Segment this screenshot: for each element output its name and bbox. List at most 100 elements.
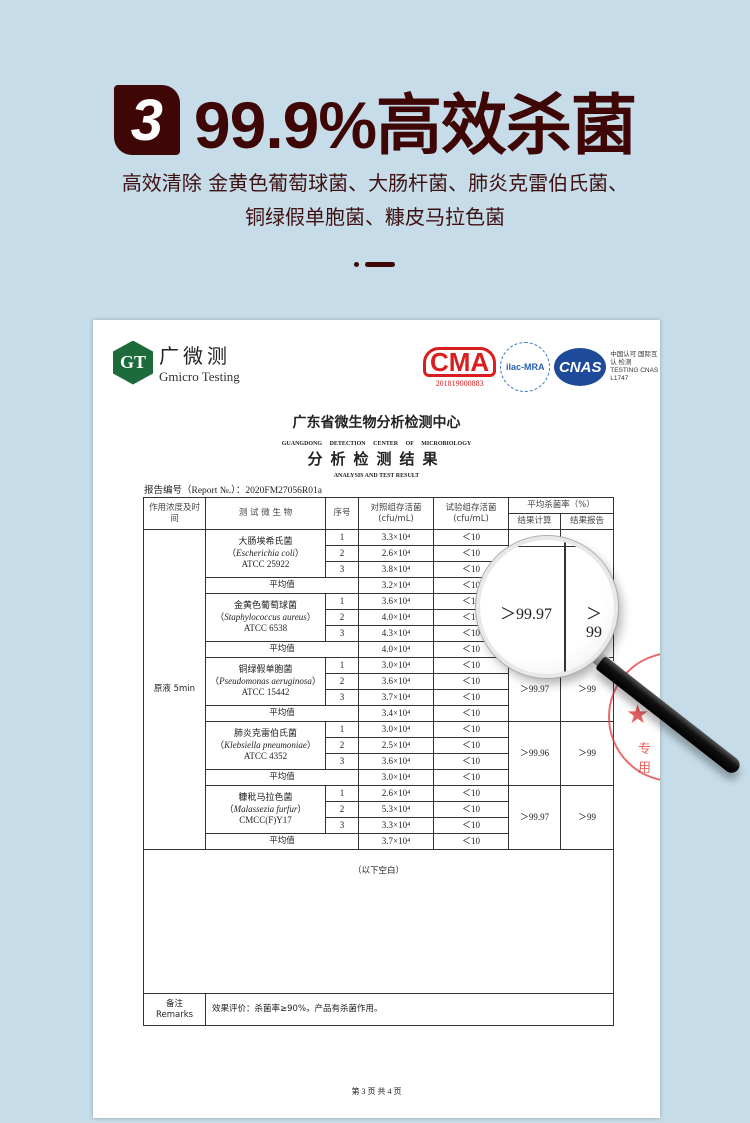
report-title-cn: 分析检测结果	[307, 450, 446, 468]
remarks-label-en: Remarks	[155, 1009, 194, 1020]
average-label: 平均值	[205, 833, 359, 850]
control-count-cell: 3.3×10⁴	[358, 529, 434, 546]
control-count-cell: 4.0×10⁴	[358, 609, 434, 626]
microbe-cell: 大肠埃希氏菌 （Escherichia coli） ATCC 25922	[205, 529, 326, 578]
hero-heading: 3 99.9%高效杀菌	[0, 72, 750, 168]
microbe-strain: ATCC 6538	[243, 623, 288, 633]
control-count-cell: 3.7×10⁴	[358, 689, 434, 706]
average-label: 平均值	[205, 705, 359, 722]
avg-control-cell: 4.0×10⁴	[358, 641, 434, 658]
dash-icon	[365, 262, 395, 267]
microbe-name-latin: Pseudomonas aeruginosa	[219, 676, 312, 686]
lens-grid-line	[564, 540, 566, 674]
dot-icon	[354, 262, 359, 267]
microbe-name-cn: 肺炎克雷伯氏菌	[233, 729, 297, 739]
stamp-text: 专用	[638, 742, 652, 776]
average-row: 平均值 3.2×10⁴ ＜10	[144, 577, 614, 594]
microbe-cell: 糠秕马拉色菌 （Malassezia furfur） CMCC(F)Y17	[205, 785, 326, 834]
microbe-cell: 金黄色葡萄球菌 （Staphylococcus aureus） ATCC 6538	[205, 593, 326, 642]
header-control: 对照组存活菌 (cfu/mL)	[358, 497, 434, 530]
control-count-cell: 2.5×10⁴	[358, 737, 434, 754]
report-number: 报告编号（Report №.）：2020FM27056R01a	[144, 486, 322, 496]
remarks-label: 备注 Remarks	[143, 993, 206, 1026]
latin-wrapper: （Escherichia coli）	[227, 548, 304, 558]
table-row: 2 2.6×10⁴ ＜10	[144, 545, 614, 562]
rate-result-cell: ＞99	[559, 721, 615, 786]
number-badge: 3	[113, 85, 180, 155]
cnas-text: 中国认可 国际互认 检测 TESTING CNAS L1747	[610, 351, 659, 382]
microbe-name-latin: Malassezia furfur	[233, 804, 298, 814]
avg-control-cell: 3.7×10⁴	[358, 833, 434, 850]
seq-cell: 1	[325, 657, 359, 674]
average-row: 平均值 3.4×10⁴ ＜10	[144, 705, 614, 722]
avg-control-cell: 3.2×10⁴	[358, 577, 434, 594]
logo-name-en: Gmicro Testing	[159, 369, 240, 384]
remarks-label-cn: 备注	[165, 998, 183, 1009]
seq-cell: 1	[325, 785, 359, 802]
latin-wrapper: （Staphylococcus aureus）	[215, 612, 316, 622]
seq-cell: 1	[325, 721, 359, 738]
microbe-name-cn: 糠秕马拉色菌	[238, 793, 293, 803]
cma-number: 201819000883	[435, 378, 484, 388]
org-name-en: GUANGDONG DETECTION CENTER OF MICROBIOLO…	[281, 441, 472, 447]
header-seq: 序号	[325, 497, 359, 530]
magnified-result: ＞99	[586, 606, 603, 641]
magnified-calc: ＞99.97	[500, 606, 553, 623]
test-count-cell: ＜10	[433, 673, 509, 690]
remarks-text: 效果评价：杀菌率≥90%，产品有杀菌作用。	[204, 993, 615, 1026]
seq-cell: 2	[325, 609, 359, 626]
subtitle: 高效清除 金黄色葡萄球菌、大肠杆菌、肺炎克雷伯氏菌、 铜绿假单胞菌、糠皮马拉色菌	[0, 166, 750, 234]
seq-cell: 3	[325, 625, 359, 642]
rate-calc-cell: ＞99.96	[508, 721, 561, 786]
seq-cell: 2	[325, 801, 359, 818]
avg-test-cell: ＜10	[433, 833, 509, 850]
avg-control-cell: 3.0×10⁴	[358, 769, 434, 786]
microbe-cell: 肺炎克雷伯氏菌 （Klebsiella pneumoniae） ATCC 4352	[205, 721, 326, 770]
header-microbe: 测 试 微 生 物	[205, 497, 326, 530]
cnas-logo: CNAS	[554, 348, 607, 386]
average-label: 平均值	[205, 641, 359, 658]
microbe-strain: ATCC 25922	[241, 559, 290, 569]
seq-cell: 3	[325, 817, 359, 834]
table-row: 原液 5min 大肠埃希氏菌 （Escherichia coli） ATCC 2592…	[143, 529, 615, 850]
lens-grid-line	[480, 546, 614, 547]
control-count-cell: 3.6×10⁴	[358, 593, 434, 610]
control-count-cell: 3.6×10⁴	[358, 673, 434, 690]
seq-cell: 2	[325, 673, 359, 690]
control-count-cell: 3.3×10⁴	[358, 817, 434, 834]
average-label: 平均值	[205, 577, 359, 594]
seq-cell: 3	[325, 753, 359, 770]
org-name-cn: 广东省微生物分析检测中心	[292, 415, 461, 431]
magnifier-lens: ＞99.97 ＞99	[476, 536, 618, 678]
star-icon: ★	[626, 700, 650, 729]
microbe-name-latin: Escherichia coli	[236, 548, 295, 558]
control-count-cell: 3.0×10⁴	[358, 721, 434, 738]
latin-wrapper: （Malassezia furfur）	[224, 804, 307, 814]
blank-area-note: （以下空白）	[142, 849, 615, 994]
hero-title: 99.9%高效杀菌	[193, 88, 637, 162]
latin-wrapper: （Klebsiella pneumoniae）	[215, 740, 316, 750]
control-count-cell: 2.6×10⁴	[358, 785, 434, 802]
average-row: 平均值 3.7×10⁴ ＜10	[144, 833, 614, 850]
test-count-cell: ＜10	[433, 529, 509, 546]
table-row: 铜绿假单胞菌 （Pseudomonas aeruginosa） ATCC 15442…	[144, 657, 615, 722]
test-count-cell: ＜10	[433, 657, 509, 674]
avg-control-cell: 3.4×10⁴	[358, 705, 434, 722]
control-count-cell: 5.3×10⁴	[358, 801, 434, 818]
header-calc: 结果计算	[508, 513, 561, 530]
test-count-cell: ＜10	[433, 721, 509, 738]
microbe-name-cn: 大肠埃希氏菌	[238, 537, 293, 547]
cma-mark: CMA	[423, 346, 497, 377]
avg-test-cell: ＜10	[433, 769, 509, 786]
ilac-mra-logo: ilac-MRA	[500, 342, 551, 392]
gmicro-logo: GT 广微测 Gmicro Testing	[113, 340, 240, 385]
header-result: 结果报告	[559, 513, 615, 530]
rate-result-cell: ＞99	[559, 785, 615, 850]
latin-wrapper: （Pseudomonas aeruginosa）	[210, 676, 321, 686]
pager-indicator	[354, 262, 395, 267]
microbe-strain: ATCC 4352	[243, 751, 288, 761]
avg-test-cell: ＜10	[433, 705, 509, 722]
seq-cell: 2	[325, 737, 359, 754]
header-rate: 平均杀菌率（%）	[507, 497, 615, 514]
control-count-cell: 2.6×10⁴	[358, 545, 434, 562]
